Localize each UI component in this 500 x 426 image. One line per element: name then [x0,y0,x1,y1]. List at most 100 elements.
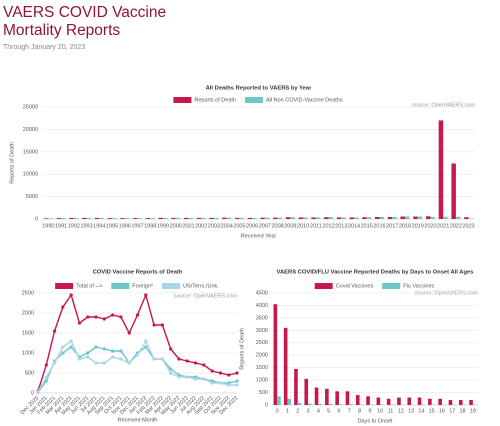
bar [349,404,353,405]
point [210,381,214,385]
x-tick-label: 2002 [195,223,207,229]
x-tick-label: 1 [286,408,289,414]
x-tick-label: 2005 [233,223,245,229]
page-subtitle: Through January 20, 2023 [3,44,86,51]
legend-swatch [314,283,333,289]
bar [226,217,232,219]
bar [277,217,283,219]
bar [145,218,151,219]
x-tick-label: 1992 [68,223,80,229]
point [135,353,140,357]
point [94,361,98,365]
bar [273,217,278,219]
x-tick-label: 1999 [157,223,169,229]
bar [438,398,442,405]
bar [448,400,453,405]
bar [94,217,100,219]
x-tick-label: 1997 [131,223,143,229]
point [102,347,106,351]
y-tick-label: 1000 [22,350,34,356]
x-tick-label: 1998 [144,223,156,229]
point [235,379,239,383]
bar [273,304,278,405]
y-tick-label: 1500 [256,365,268,371]
bar [56,218,62,219]
chart-title: COVID Vaccine Reports of Death [93,270,183,276]
bar [107,218,113,219]
bar [328,217,334,219]
point [111,349,115,353]
y-tick-label: 0 [31,390,34,396]
x-tick-label: 9 [368,408,371,414]
x-tick-label: 14 [418,408,424,414]
x-tick-label: 2 [296,408,299,414]
bar [99,217,104,219]
point [77,321,82,325]
point [44,379,48,383]
point [119,349,123,353]
y-tick-label: 4500 [256,290,268,296]
bar [400,216,405,219]
bar [183,217,189,219]
bar [285,217,291,219]
x-tick-label: 2019 [412,223,424,229]
bar [294,368,298,405]
legend-label: Flu Vaccines [403,283,434,289]
bar [387,216,393,219]
point [144,293,148,297]
point [102,317,106,321]
chart-title: All Deaths Reported to VAERS by Year [206,86,313,92]
point [152,323,156,327]
x-tick-label: 17 [449,408,455,414]
point [52,361,57,365]
bar [366,396,370,405]
x-tick-label: 13 [408,408,414,414]
bar [311,217,316,219]
bar [438,120,444,219]
y-tick-label: 2000 [22,310,34,316]
x-tick-label: 2020 [424,223,436,229]
bar [120,218,125,219]
x-axis-title: Received Year [241,233,277,239]
bar [260,217,265,219]
bar [290,217,295,219]
bar [303,217,308,219]
point [193,377,198,381]
point [235,371,239,375]
bar [209,217,214,219]
point [144,345,148,349]
bar [458,400,463,405]
bar [298,217,304,219]
y-tick-label: 1000 [256,378,268,384]
legend-label: Covid Vaccines [336,283,374,289]
bar [43,218,49,219]
bar [69,217,74,219]
bar [61,218,66,219]
bar [338,404,343,405]
y-tick-label: 25000 [23,104,38,110]
x-tick-label: 2009 [284,223,296,229]
x-tick-label: 2011 [310,223,322,229]
bar [443,216,448,219]
x-tick-label: 18 [459,408,465,414]
x-tick-label: 2007 [259,223,271,229]
bar [158,217,163,219]
point [86,315,90,319]
point [111,313,115,317]
x-tick-label: 0 [276,408,279,414]
point [61,351,65,355]
point [52,329,57,333]
x-tick-label: 2004 [221,223,233,229]
point [119,357,123,361]
bar [162,217,168,219]
x-tick-label: 1990 [42,223,54,229]
bar [355,395,360,405]
x-tick-label: 1991 [55,223,67,229]
bar [112,218,117,219]
x-tick-label: 6 [337,408,340,414]
bar [124,218,130,219]
x-tick-label: 2022 [450,223,462,229]
x-tick-label: 1995 [106,223,118,229]
y-tick-label: 0 [35,216,38,222]
x-tick-label: 8 [358,408,361,414]
